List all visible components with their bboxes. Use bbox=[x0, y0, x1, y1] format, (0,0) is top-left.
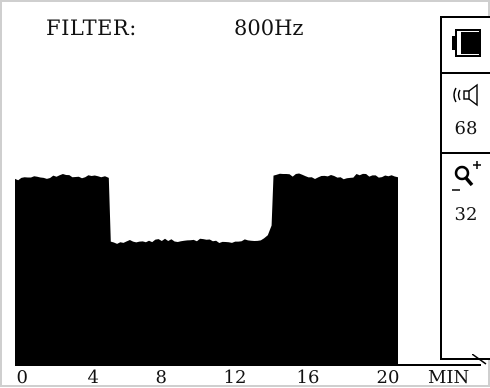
speaker-volume-icon bbox=[453, 83, 478, 107]
x-tick-label: 20 bbox=[376, 367, 400, 388]
battery-cell bbox=[442, 18, 490, 74]
trend-chart bbox=[15, 42, 398, 364]
side-panel: 68 32 bbox=[440, 16, 490, 360]
x-tick-label: 16 bbox=[296, 367, 320, 388]
volume-cell: 68 bbox=[442, 74, 490, 154]
filter-label: FILTER: bbox=[46, 16, 137, 40]
signal-area bbox=[15, 173, 398, 364]
filter-value: 800Hz bbox=[234, 16, 304, 40]
x-tick-label: 12 bbox=[223, 367, 247, 388]
x-axis-line bbox=[15, 364, 481, 366]
x-tick-label: 0 bbox=[16, 367, 28, 388]
header: FILTER: 800Hz bbox=[2, 2, 442, 42]
x-axis-unit: MIN bbox=[428, 367, 470, 388]
zoom-value: 32 bbox=[454, 204, 478, 225]
trend-chart-svg bbox=[15, 173, 398, 364]
battery-icon bbox=[452, 29, 481, 57]
zoom-cell: 32 bbox=[442, 154, 490, 358]
corner-mark bbox=[472, 354, 487, 365]
zoom-in-icon bbox=[452, 161, 481, 191]
x-tick-label: 4 bbox=[87, 367, 99, 388]
x-tick-label: 8 bbox=[155, 367, 167, 388]
volume-value: 68 bbox=[454, 118, 478, 139]
